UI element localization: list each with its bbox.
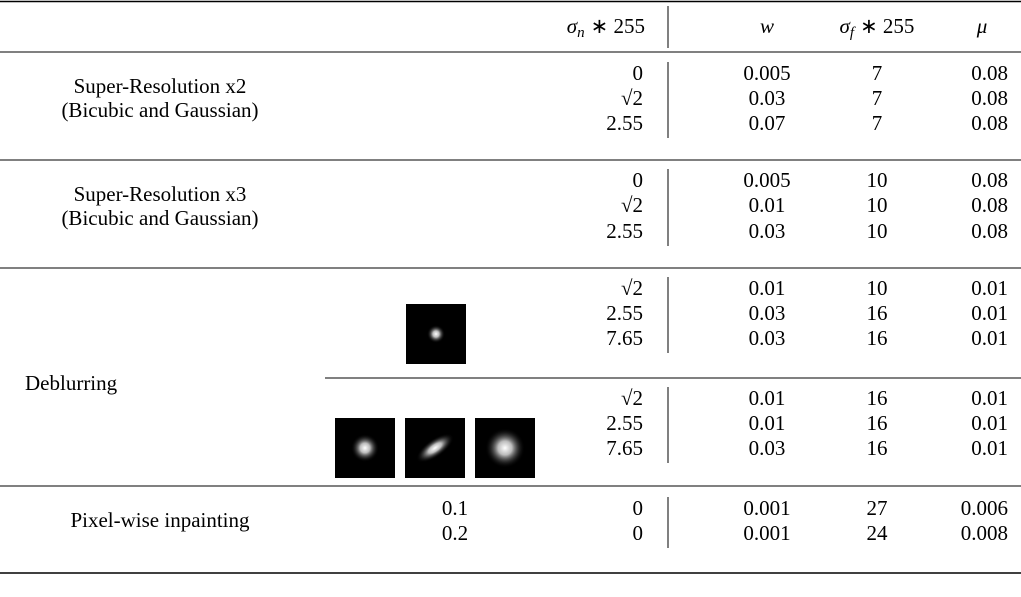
cell: 10 — [867, 168, 888, 192]
cell: 16 — [867, 386, 888, 410]
row-label: Super-Resolution x2 — [74, 74, 247, 98]
cell: 0.01 — [971, 436, 1008, 460]
cell: √2 — [621, 386, 643, 410]
cell: 0.03 — [749, 86, 786, 110]
kernel-image — [335, 418, 395, 478]
cell: 2.55 — [606, 411, 643, 435]
kernel-image — [406, 304, 466, 364]
cell: 0.08 — [971, 111, 1008, 135]
cell: 0.01 — [971, 411, 1008, 435]
cell: 16 — [867, 326, 888, 350]
row-label: Deblurring — [25, 371, 118, 395]
cell: 0.03 — [749, 301, 786, 325]
row-label: Super-Resolution x3 — [74, 182, 247, 206]
cell: 0.08 — [971, 86, 1008, 110]
cell: 0.01 — [749, 411, 786, 435]
header-symbol: w — [760, 14, 774, 38]
cell: 7.65 — [606, 436, 643, 460]
row-label: (Bicubic and Gaussian) — [61, 98, 258, 122]
cell: 0.005 — [743, 61, 790, 85]
cell: 0.2 — [442, 521, 468, 545]
header-symbol: σ — [567, 14, 579, 38]
cell: 10 — [867, 276, 888, 300]
cell: 2.55 — [606, 301, 643, 325]
cell: √2 — [621, 193, 643, 217]
cell: 0.008 — [961, 521, 1008, 545]
cell: 10 — [867, 219, 888, 243]
cell: 0 — [633, 61, 644, 85]
cell: 7.65 — [606, 326, 643, 350]
cell: 0.08 — [971, 219, 1008, 243]
cell: 7 — [872, 111, 883, 135]
cell: 0.03 — [749, 326, 786, 350]
cell: 0.01 — [971, 301, 1008, 325]
cell: 0.03 — [749, 436, 786, 460]
header-symbol: μ — [976, 14, 988, 38]
cell: 0.08 — [971, 193, 1008, 217]
cell: 2.55 — [606, 111, 643, 135]
cell: 0.01 — [749, 386, 786, 410]
cell: 10 — [867, 193, 888, 217]
cell: 0.001 — [743, 521, 790, 545]
cell: 0.08 — [971, 61, 1008, 85]
cell: 0.03 — [749, 219, 786, 243]
kernel-image — [405, 418, 465, 478]
column-header: σf ∗ 255 — [840, 14, 915, 42]
cell: √2 — [621, 86, 643, 110]
column-header: σn ∗ 255 — [567, 14, 645, 42]
cell: 0.01 — [971, 276, 1008, 300]
cell: 0.01 — [749, 193, 786, 217]
cell: 0 — [633, 496, 644, 520]
header-suffix: ∗ 255 — [591, 14, 645, 38]
cell: 0.001 — [743, 496, 790, 520]
header-subscript: f — [850, 25, 856, 41]
cell: 0.01 — [749, 276, 786, 300]
cell: 0.005 — [743, 168, 790, 192]
cell: 2.55 — [606, 219, 643, 243]
cell: 0.08 — [971, 168, 1008, 192]
header-subscript: n — [577, 25, 585, 41]
row-label: Pixel-wise inpainting — [70, 508, 250, 532]
cell: 16 — [867, 411, 888, 435]
header-symbol: σ — [840, 14, 852, 38]
cell: 0.006 — [961, 496, 1008, 520]
cell: 27 — [867, 496, 888, 520]
header-suffix: ∗ 255 — [860, 14, 914, 38]
cell: 0.01 — [971, 386, 1008, 410]
kernel-image — [475, 418, 535, 478]
row-label: (Bicubic and Gaussian) — [61, 206, 258, 230]
cell: 0.01 — [971, 326, 1008, 350]
column-header: μ — [976, 14, 988, 38]
cell: 16 — [867, 301, 888, 325]
cell: 16 — [867, 436, 888, 460]
cell: 0.07 — [749, 111, 786, 135]
cell: 7 — [872, 86, 883, 110]
cell: 24 — [867, 521, 889, 545]
cell: √2 — [621, 276, 643, 300]
column-header: w — [760, 14, 774, 38]
cell: 7 — [872, 61, 883, 85]
cell: 0 — [633, 521, 644, 545]
cell: 0.1 — [442, 496, 468, 520]
cell: 0 — [633, 168, 644, 192]
